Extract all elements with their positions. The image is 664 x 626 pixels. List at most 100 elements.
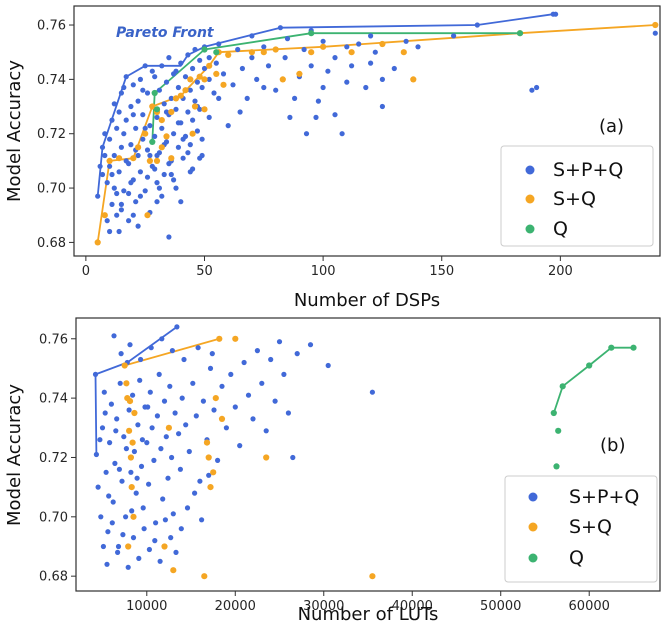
- point-spq-a-123: [415, 44, 421, 50]
- point-spq-a-7: [109, 117, 115, 123]
- point-spq-a-52: [163, 79, 170, 85]
- point-spq-b-67: [250, 416, 256, 422]
- point-spq-a-94: [235, 46, 241, 53]
- legend-label-q-b: Q: [569, 547, 584, 569]
- point-spq-b-34: [153, 520, 159, 526]
- point-spq-b-11: [112, 460, 118, 466]
- point-q-b-0: [550, 409, 557, 417]
- point-sq-b-10: [170, 567, 177, 574]
- point-spq-b-26: [138, 463, 145, 469]
- point-spq-a-14: [118, 90, 124, 96]
- point-spq-a-107: [301, 46, 307, 53]
- point-spq-b-64: [237, 443, 243, 449]
- points-b: [92, 324, 637, 580]
- point-spq-a-50: [161, 101, 167, 107]
- point-spq-b-99: [199, 517, 205, 523]
- point-sq-a-40: [308, 49, 315, 56]
- point-spq-b-1: [93, 451, 99, 458]
- point-spq-a-105: [292, 95, 298, 101]
- point-spq-b-39: [161, 398, 168, 404]
- point-spq-b-96: [178, 526, 184, 532]
- point-spq-a-77: [192, 98, 198, 104]
- point-spq-a-167: [303, 131, 310, 137]
- point-spq-a-166: [313, 114, 319, 120]
- point-sq-a-1: [101, 212, 108, 219]
- point-spq-a-86: [206, 76, 212, 82]
- point-spq-a-28: [135, 152, 141, 159]
- point-spq-a-119: [372, 49, 378, 55]
- point-spq-b-20: [128, 469, 134, 475]
- point-spq-b-42: [167, 383, 173, 389]
- point-spq-a-44: [154, 114, 160, 120]
- point-q-a-4: [213, 49, 220, 56]
- point-spq-a-161: [320, 84, 326, 91]
- legend-label-spq-a: S+P+Q: [553, 159, 623, 181]
- legend-marker-sq-b: [528, 522, 538, 532]
- point-spq-a-156: [237, 109, 243, 115]
- legend-marker-sq-a: [525, 194, 535, 204]
- point-spq-b-22: [131, 448, 137, 455]
- point-spq-b-50: [183, 422, 189, 428]
- point-spq-b-74: [281, 371, 287, 377]
- point-spq-b-95: [173, 549, 179, 556]
- point-spq-b-108: [181, 356, 187, 363]
- point-spq-b-30: [146, 481, 152, 487]
- point-spq-a-60: [173, 106, 179, 112]
- point-spq-a-110: [320, 38, 326, 44]
- point-spq-a-4: [104, 180, 110, 186]
- chart-b: 10000 20000 30000 40000 50000 60000 0.68 0.70 0.…: [4, 317, 661, 625]
- y-tick-label-b-0: 0.68: [39, 570, 68, 585]
- legend-label-sq-a: S+Q: [553, 188, 596, 210]
- point-q-a-3: [201, 46, 208, 53]
- point-spq-b-111: [123, 446, 129, 452]
- point-spq-b-78: [307, 342, 314, 348]
- point-spq-b-35: [154, 413, 160, 419]
- point-spq-b-48: [177, 466, 183, 472]
- point-spq-a-59: [171, 131, 177, 137]
- point-spq-a-71: [185, 109, 191, 115]
- point-sq-a-0: [94, 239, 101, 246]
- x-tick-label-b-2: 30000: [303, 599, 344, 614]
- point-spq-b-103: [127, 342, 133, 348]
- point-spq-a-146: [159, 193, 165, 199]
- point-spq-b-119: [106, 493, 112, 499]
- x-tick-label-a-1: 50: [196, 264, 213, 279]
- point-spq-a-113: [339, 131, 345, 137]
- point-spq-a-141: [135, 223, 141, 229]
- point-sq-a-4: [130, 155, 137, 162]
- point-spq-a-67: [180, 155, 186, 161]
- point-spq-a-101: [273, 87, 279, 93]
- point-spq-b-12: [114, 416, 120, 422]
- point-spq-b-86: [125, 564, 131, 570]
- point-spq-b-25: [137, 377, 143, 383]
- point-spq-a-34: [142, 188, 148, 194]
- point-spq-b-58: [211, 407, 217, 413]
- point-spq-a-72: [187, 87, 193, 93]
- point-spq-b-19: [126, 407, 132, 413]
- point-spq-b-46: [174, 324, 180, 330]
- point-spq-a-22: [128, 103, 134, 110]
- y-axis-label-b: Model Accuracy: [4, 384, 25, 526]
- point-spq-b-61: [223, 425, 229, 431]
- point-sq-a-30: [400, 49, 407, 56]
- point-spq-b-47: [176, 431, 182, 437]
- point-spq-a-15: [118, 144, 124, 150]
- point-sq-b-23: [165, 424, 172, 431]
- point-spq-b-87: [130, 535, 137, 541]
- point-sq-b-7: [126, 398, 134, 405]
- point-spq-b-93: [162, 517, 168, 523]
- point-sq-a-11: [168, 108, 175, 116]
- point-spq-b-38: [160, 496, 166, 502]
- point-spq-a-79: [194, 128, 200, 134]
- point-spq-a-2: [99, 144, 106, 150]
- y-tick-label-a-2: 0.72: [37, 127, 66, 142]
- point-spq-a-148: [168, 171, 174, 178]
- point-spq-b-77: [294, 351, 300, 357]
- point-q-b-6: [630, 344, 637, 351]
- point-spq-b-5: [101, 389, 107, 395]
- point-spq-a-27: [133, 199, 139, 205]
- point-spq-a-134: [104, 218, 110, 224]
- point-spq-a-87: [206, 55, 212, 61]
- point-spq-a-31: [137, 169, 143, 175]
- point-q-b-1: [555, 427, 562, 434]
